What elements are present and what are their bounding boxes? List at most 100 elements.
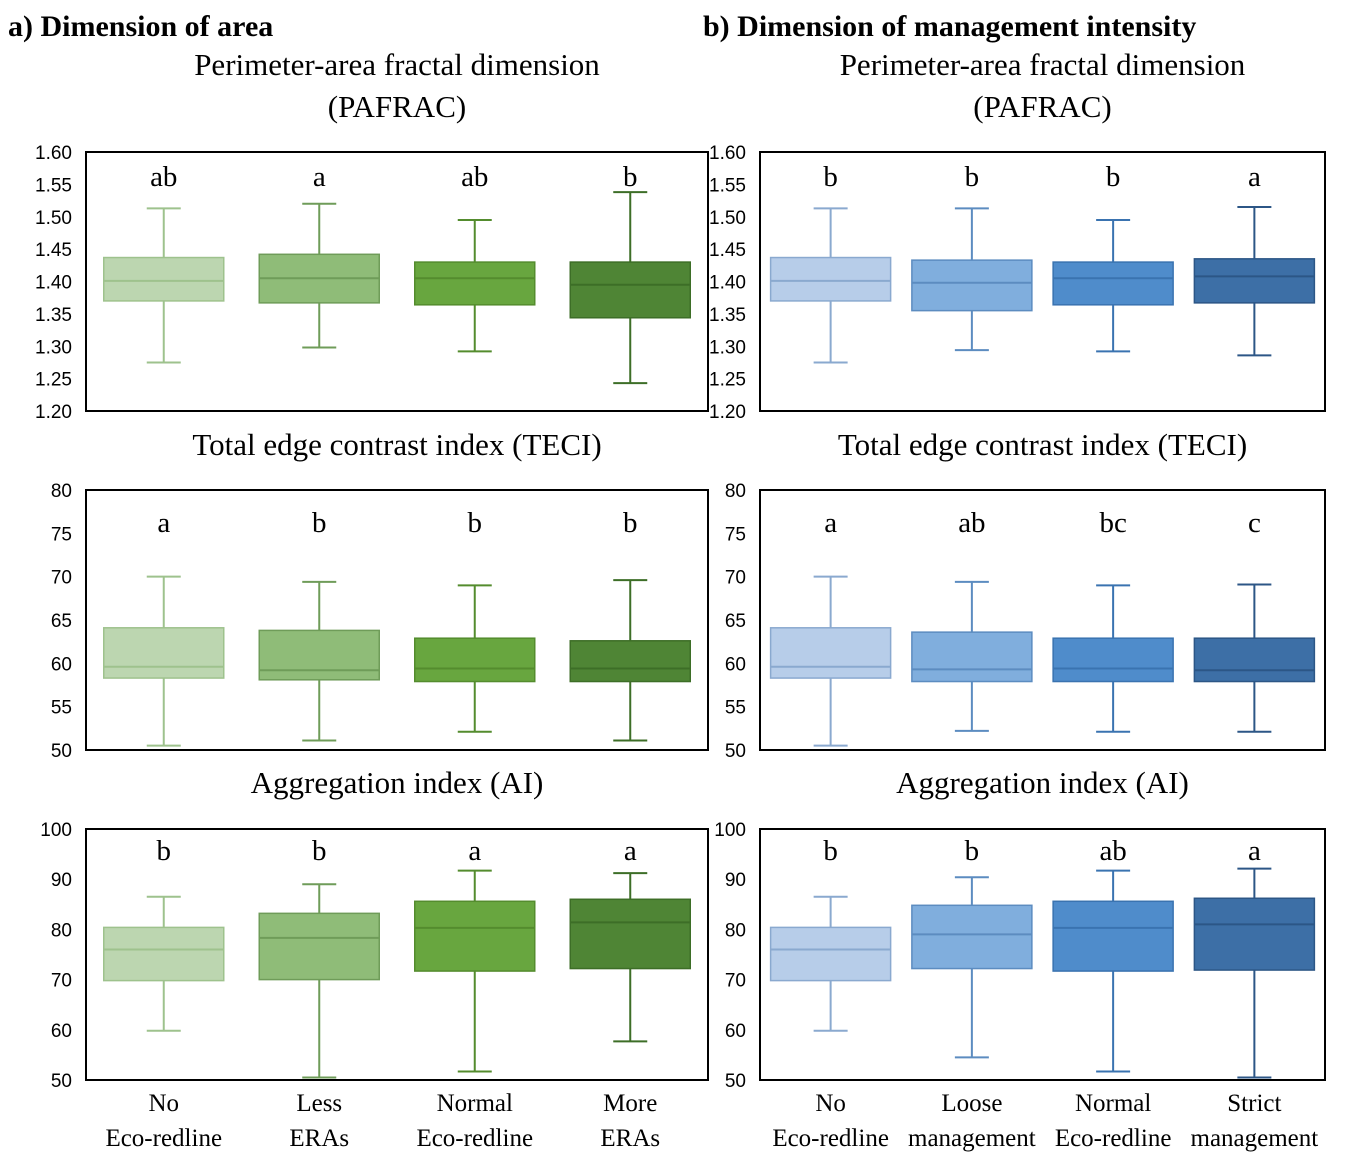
y-tick-label: 65 <box>725 611 746 632</box>
y-tick-label: 50 <box>725 741 746 762</box>
box-2: ab <box>911 507 1033 732</box>
iqr-box <box>1052 637 1174 683</box>
box-2: b <box>911 161 1033 352</box>
y-tick-label: 1.45 <box>35 240 72 261</box>
category-label: Less <box>296 1090 342 1117</box>
y-tick-label: 1.25 <box>35 370 72 391</box>
significance-letter: ab <box>958 507 985 539</box>
y-tick-label: 100 <box>714 820 746 841</box>
y-tick-label: 90 <box>51 870 72 891</box>
y-tick-label: 1.30 <box>709 337 746 358</box>
iqr-box <box>414 900 536 972</box>
y-tick-label: 70 <box>725 568 746 589</box>
category-label: Normal <box>437 1090 513 1117</box>
box-1: ab <box>103 161 225 364</box>
box-3: a <box>414 835 536 1073</box>
y-tick-label: 60 <box>725 654 746 675</box>
significance-letter: a <box>157 507 170 539</box>
panel-title: Aggregation index (AI) <box>251 765 544 800</box>
box-4: a <box>1193 161 1316 357</box>
panel-title: Perimeter-area fractal dimension <box>194 47 600 82</box>
box-4: a <box>1193 835 1316 1079</box>
y-tick-label: 70 <box>51 568 72 589</box>
y-tick-label: 55 <box>51 698 72 719</box>
significance-letter: ab <box>150 161 177 193</box>
iqr-box <box>911 259 1033 312</box>
significance-letter: b <box>965 161 980 193</box>
category-label: No <box>815 1090 846 1117</box>
significance-letter: b <box>823 161 838 193</box>
panel-a2: Total edge contrast index (TECI) 80 75 70 65… <box>51 427 709 762</box>
column-heading-a: a) Dimension of area <box>8 10 273 43</box>
box-1: b <box>769 835 892 1032</box>
iqr-box <box>769 926 892 982</box>
category-label: management <box>908 1125 1036 1152</box>
y-tick-label: 65 <box>51 611 72 632</box>
y-tick-label: 75 <box>51 524 72 545</box>
panel-b3: Aggregation index (AI) 100 90 80 70 60 50 b b ab a… <box>714 765 1326 1152</box>
box-4: c <box>1193 507 1316 733</box>
plot-frame <box>85 489 709 751</box>
y-tick-label: 1.20 <box>709 402 746 423</box>
iqr-box <box>1193 637 1316 683</box>
box-2: b <box>258 507 380 742</box>
box-2: b <box>911 835 1033 1059</box>
box-2: b <box>258 835 380 1079</box>
panel-title: Perimeter-area fractal dimension <box>840 47 1246 82</box>
iqr-box <box>911 631 1033 683</box>
plot-frame <box>759 151 1326 412</box>
panel-title: Total edge contrast index (TECI) <box>192 427 601 462</box>
iqr-box <box>103 256 225 302</box>
y-tick-label: 90 <box>725 870 746 891</box>
plot-frame <box>759 828 1326 1081</box>
box-3: b <box>1052 161 1174 353</box>
panel-title: (PAFRAC) <box>973 89 1111 124</box>
y-tick-label: 1.40 <box>35 273 72 294</box>
plot-frame <box>85 828 709 1081</box>
y-tick-label: 50 <box>51 1071 72 1092</box>
y-tick-label: 80 <box>51 481 72 502</box>
significance-letter: b <box>965 835 980 867</box>
y-tick-label: 60 <box>51 1021 72 1042</box>
y-tick-label: 1.50 <box>35 208 72 229</box>
y-tick-label: 80 <box>725 920 746 941</box>
y-tick-label: 1.25 <box>709 370 746 391</box>
category-label: Eco-redline <box>105 1125 222 1152</box>
y-tick-label: 1.35 <box>35 305 72 326</box>
y-tick-label: 80 <box>725 481 746 502</box>
significance-letter: b <box>623 507 638 539</box>
y-tick-label: 1.40 <box>709 273 746 294</box>
category-label: More <box>603 1090 657 1117</box>
plot-frame <box>85 151 709 412</box>
significance-letter: a <box>1248 835 1261 867</box>
plot-frame <box>759 489 1326 751</box>
y-tick-label: 55 <box>725 698 746 719</box>
category-label: ERAs <box>600 1125 660 1152</box>
y-tick-label: 50 <box>51 741 72 762</box>
y-tick-label: 80 <box>51 920 72 941</box>
box-1: b <box>769 161 892 364</box>
box-3: bc <box>1052 507 1174 733</box>
significance-letter: a <box>1248 161 1261 193</box>
significance-letter: b <box>623 161 638 193</box>
significance-letter: ab <box>461 161 488 193</box>
panel-title: Total edge contrast index (TECI) <box>838 427 1247 462</box>
iqr-box <box>1193 897 1316 971</box>
iqr-box <box>414 637 536 683</box>
y-tick-label: 1.55 <box>709 175 746 196</box>
y-tick-label: 1.20 <box>35 402 72 423</box>
y-tick-label: 1.50 <box>709 208 746 229</box>
significance-letter: a <box>468 835 481 867</box>
panel-title: (PAFRAC) <box>328 89 466 124</box>
panel-title: Aggregation index (AI) <box>896 765 1189 800</box>
significance-letter: a <box>824 507 837 539</box>
category-label: ERAs <box>289 1125 349 1152</box>
category-label: Eco-redline <box>772 1125 889 1152</box>
iqr-box <box>1052 900 1174 972</box>
y-tick-label: 1.35 <box>709 305 746 326</box>
panel-a3: Aggregation index (AI) 100 90 80 70 60 50 b b a a N… <box>40 765 709 1152</box>
y-tick-label: 60 <box>51 654 72 675</box>
significance-letter: b <box>1106 161 1121 193</box>
box-3: ab <box>1052 835 1174 1073</box>
significance-letter: a <box>624 835 637 867</box>
